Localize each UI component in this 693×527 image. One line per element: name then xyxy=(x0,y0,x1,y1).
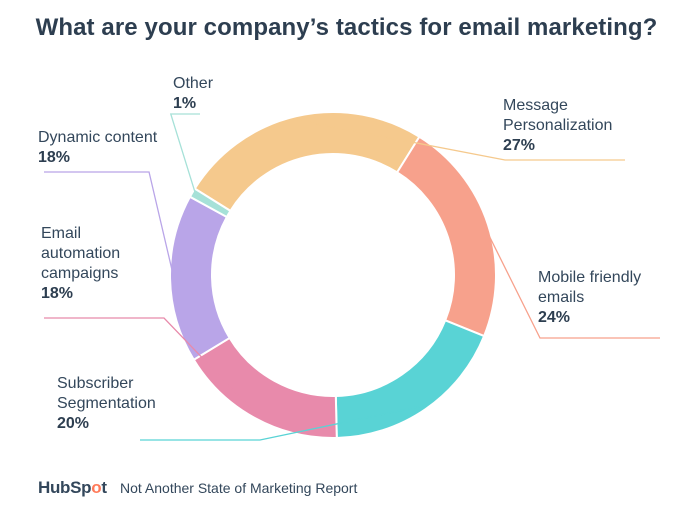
leader-line-mobile-friendly xyxy=(483,225,660,339)
leader-line-subscriber-segmentation xyxy=(140,405,424,441)
slice-email-automation xyxy=(192,336,338,439)
slice-label-name: Mobile friendly emails xyxy=(538,269,642,306)
slice-label-value: 18% xyxy=(41,285,74,302)
slice-label-mobile-friendly: Mobile friendly emails 24% xyxy=(538,268,641,328)
source-note: Not Another State of Marketing Report xyxy=(120,480,358,496)
hubspot-logo: HubSpot xyxy=(38,478,107,497)
slice-label-value: 18% xyxy=(38,149,71,166)
slice-label-subscriber-segmentation: Subscriber Segmentation 20% xyxy=(57,374,156,434)
slice-label-message-personalization: Message Personalization 27% xyxy=(503,96,612,156)
slice-message-personalization xyxy=(193,111,421,213)
leader-line-dynamic-content xyxy=(44,171,175,279)
slice-label-name: Dynamic content xyxy=(38,129,158,146)
slice-label-value: 27% xyxy=(503,137,536,154)
leader-line-message-personalization xyxy=(297,119,625,161)
slice-label-name: Message Personalization xyxy=(503,97,613,134)
chart-title: What are your company’s tactics for emai… xyxy=(35,14,658,41)
slice-label-email-automation: Email automation campaigns 18% xyxy=(41,224,120,304)
slice-label-name: Other xyxy=(173,75,214,92)
slice-label-name: Email automation campaigns xyxy=(41,225,121,282)
slice-other xyxy=(188,187,232,219)
slice-label-other: Other 1% xyxy=(173,74,213,114)
slice-mobile-friendly xyxy=(395,135,497,338)
slice-label-value: 1% xyxy=(173,95,197,112)
slice-label-value: 24% xyxy=(538,309,571,326)
slice-label-dynamic-content: Dynamic content 18% xyxy=(38,128,157,168)
slice-dynamic-content xyxy=(169,195,232,362)
leader-line-other xyxy=(169,113,200,195)
slice-label-name: Subscriber Segmentation xyxy=(57,375,156,412)
slice-subscriber-segmentation xyxy=(334,319,486,439)
slice-label-value: 20% xyxy=(57,415,90,432)
leader-line-email-automation xyxy=(44,317,258,415)
